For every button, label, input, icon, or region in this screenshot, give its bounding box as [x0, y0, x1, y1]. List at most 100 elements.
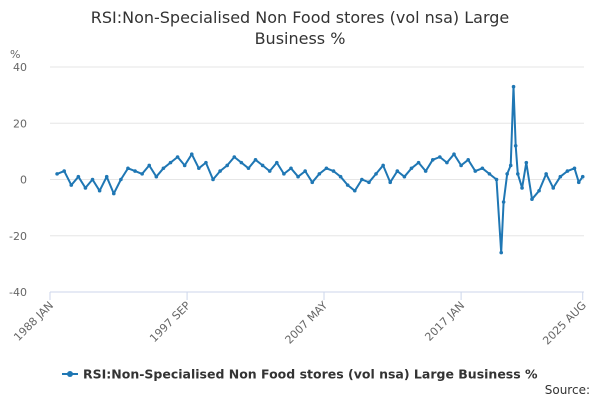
data-point: [480, 166, 485, 171]
y-tick-label: 0: [20, 174, 27, 187]
data-point: [487, 172, 492, 176]
data-point: [459, 163, 463, 168]
data-point: [175, 155, 180, 159]
data-point: [260, 163, 265, 168]
data-point: [520, 186, 524, 190]
data-point: [289, 166, 293, 171]
data-point: [76, 174, 81, 179]
data-point: [544, 172, 548, 176]
data-point: [161, 166, 166, 171]
data-point: [104, 174, 109, 179]
data-point: [345, 183, 350, 187]
data-point: [189, 152, 194, 156]
data-point: [275, 160, 279, 165]
data-point: [558, 174, 563, 179]
data-point: [296, 174, 300, 179]
data-point: [232, 155, 237, 159]
gridlines: [50, 66, 584, 237]
data-point: [530, 197, 534, 201]
data-point: [423, 169, 428, 173]
data-point: [83, 186, 88, 190]
chart-title-line-2: Business %: [255, 29, 346, 48]
data-point: [580, 174, 585, 179]
data-point: [572, 166, 577, 171]
data-point: [204, 160, 208, 165]
data-point: [551, 186, 556, 190]
data-point: [508, 163, 513, 168]
y-tick-label: -20: [9, 230, 27, 243]
data-point: [395, 169, 400, 173]
data-point: [374, 172, 378, 176]
data-point: [576, 180, 581, 185]
x-tick-label: 1997 SEP: [147, 299, 193, 345]
data-point: [402, 174, 407, 179]
data-point: [303, 169, 307, 173]
y-tick-label: 20: [13, 117, 27, 130]
data-point: [147, 163, 152, 168]
data-point: [211, 177, 215, 182]
data-point: [97, 188, 102, 193]
data-point: [126, 166, 130, 171]
y-tick-label: -40: [9, 286, 27, 299]
data-point: [381, 163, 385, 168]
data-point: [310, 180, 315, 185]
data-point: [501, 200, 506, 204]
data-point: [388, 180, 393, 185]
data-point: [473, 169, 478, 173]
data-point: [239, 160, 244, 165]
data-point: [430, 158, 435, 162]
y-tick-label: 40: [13, 61, 27, 74]
data-point: [445, 160, 449, 165]
data-point: [466, 158, 470, 162]
data-point: [324, 166, 329, 171]
legend-marker-icon: [67, 371, 73, 377]
data-point: [62, 169, 66, 173]
data-point: [565, 169, 570, 173]
x-tick-label: 2025 AUG: [540, 299, 589, 348]
chart-title-line-1: RSI:Non-Specialised Non Food stores (vol…: [91, 8, 510, 27]
data-point: [505, 172, 509, 176]
chart-title: RSI:Non-Specialised Non Food stores (vol…: [91, 8, 510, 48]
data-point: [225, 163, 229, 168]
data-point: [338, 174, 343, 179]
legend-item-label: RSI:Non-Specialised Non Food stores (vol…: [83, 367, 538, 382]
data-point: [55, 172, 59, 176]
x-tick-label: 2007 MAY: [282, 299, 330, 347]
x-axis-ticks: 1988 JAN 1997 SEP 2007 MAY 2017 JAN 2025 AUG: [11, 292, 589, 348]
y-axis-ticks: 40 20 0 -20 -40: [9, 61, 27, 299]
data-point: [416, 160, 421, 165]
data-point: [154, 174, 159, 179]
data-point: [367, 180, 371, 185]
data-point: [182, 163, 187, 168]
data-point: [282, 172, 286, 176]
data-point: [524, 160, 529, 165]
source-label: Source:: [545, 383, 590, 397]
x-tick-label: 1988 JAN: [11, 299, 56, 344]
data-point: [218, 169, 222, 173]
data-point: [140, 172, 144, 176]
data-point: [119, 177, 123, 182]
data-point: [69, 183, 74, 187]
data-point: [499, 250, 504, 255]
data-point: [111, 191, 116, 196]
data-point: [197, 166, 201, 171]
legend[interactable]: RSI:Non-Specialised Non Food stores (vol…: [62, 367, 538, 382]
series-layer: [55, 84, 585, 255]
data-point: [267, 169, 272, 173]
x-tick-label: 2017 JAN: [422, 299, 467, 344]
data-point: [409, 166, 414, 171]
data-point: [133, 169, 137, 173]
data-point: [452, 152, 456, 156]
data-point: [515, 172, 520, 176]
data-point: [317, 172, 322, 176]
data-point: [331, 169, 336, 173]
data-point: [494, 177, 499, 182]
y-axis-unit-label: %: [10, 48, 20, 61]
data-point: [168, 160, 173, 165]
data-point: [253, 158, 258, 162]
data-point: [513, 143, 518, 148]
data-point: [511, 84, 516, 89]
data-point: [246, 166, 251, 171]
data-point: [352, 188, 357, 193]
